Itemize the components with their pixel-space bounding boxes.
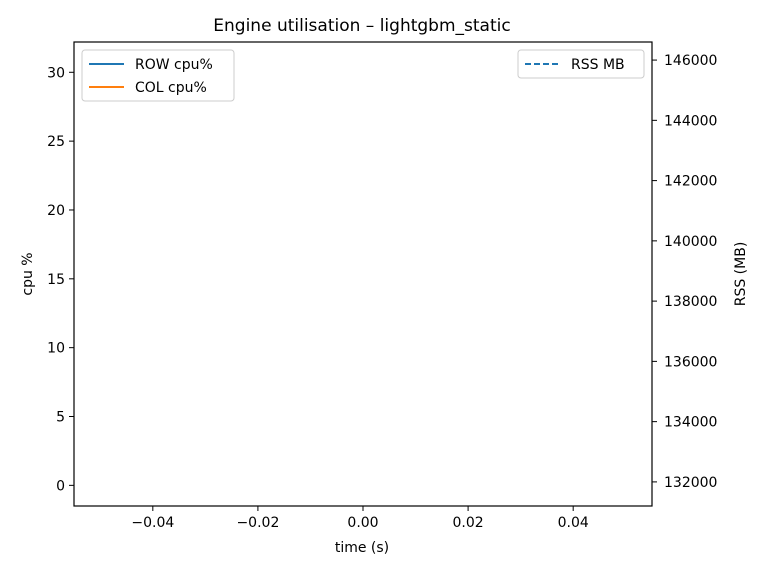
y-tick-label: 25	[47, 134, 65, 150]
y-tick-label: 10	[47, 341, 65, 357]
legend-entry-label: RSS MB	[571, 57, 625, 73]
y-tick-label: 15	[47, 272, 65, 288]
y2-tick-label: 144000	[664, 113, 717, 129]
y-tick-label: 30	[47, 65, 65, 81]
y2-tick-label: 142000	[664, 174, 717, 190]
x-axis-label: time (s)	[335, 540, 389, 556]
y2-tick-label: 134000	[664, 415, 717, 431]
y-axis-right: 132000 134000 136000 138000 140000 142000 1440…	[652, 53, 717, 491]
y-tick-label: 0	[56, 478, 65, 494]
y2-tick-label: 146000	[664, 53, 717, 69]
y2-tick-label: 140000	[664, 234, 717, 250]
legend-entry-label: ROW cpu%	[135, 57, 213, 73]
y-tick-label: 20	[47, 203, 65, 219]
y2-tick-label: 136000	[664, 354, 717, 370]
x-tick-label: 0.00	[347, 515, 378, 531]
y-tick-label: 5	[56, 410, 65, 426]
y2-axis-label: RSS (MB)	[733, 242, 749, 307]
x-tick-label: −0.02	[236, 515, 279, 531]
x-tick-label: 0.02	[453, 515, 484, 531]
x-tick-label: 0.04	[558, 515, 589, 531]
legend-rss: RSS MB	[517, 49, 645, 79]
legend-cpu: ROW cpu% COL cpu%	[81, 49, 235, 102]
x-tick-label: −0.04	[131, 515, 174, 531]
y2-tick-label: 132000	[664, 475, 717, 491]
legend-cpu-box	[81, 49, 235, 102]
x-axis: −0.04 −0.02 0.00 0.02 0.04	[131, 506, 589, 531]
y-axis-left: 0 5 10 15 20 25 30	[47, 65, 74, 494]
y-axis-label: cpu %	[20, 252, 36, 295]
legend-rss-box	[517, 49, 645, 79]
legend-entry-label: COL cpu%	[135, 80, 207, 96]
y2-tick-label: 138000	[664, 294, 717, 310]
chart-title: Engine utilisation – lightgbm_static	[213, 16, 510, 36]
